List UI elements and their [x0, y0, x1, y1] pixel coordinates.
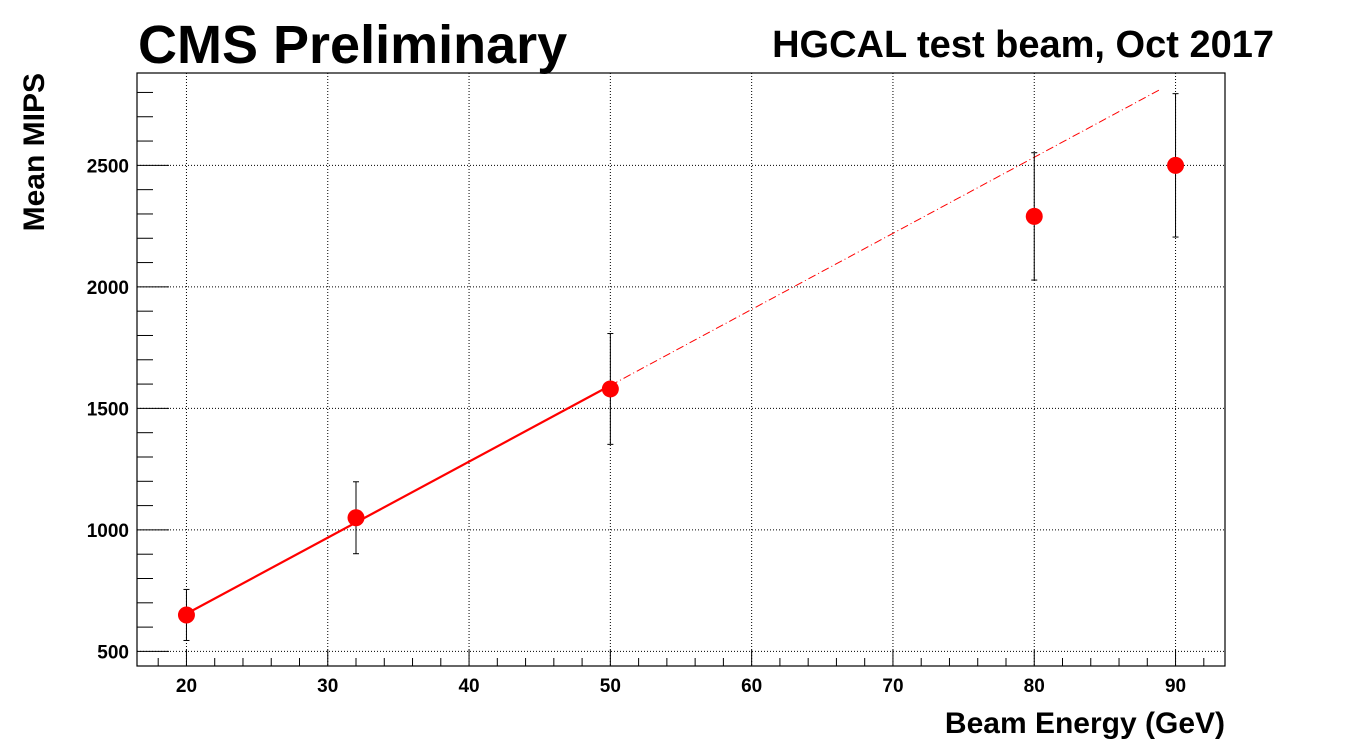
chart-title: CMS Preliminary: [138, 15, 568, 75]
fit-line-solid: [185, 384, 611, 615]
x-tick-label: 30: [317, 676, 338, 697]
data-point: [347, 509, 365, 527]
error-bars: [183, 93, 1179, 641]
y-tick-label: 500: [97, 642, 129, 663]
y-axis-label: Mean MIPS: [18, 73, 51, 231]
y-tick-label: 2500: [87, 156, 129, 177]
axes: [136, 72, 1226, 667]
y-tick-label: 1500: [87, 399, 129, 420]
x-tick-label: 80: [1024, 676, 1045, 697]
plot-frame: [136, 72, 1226, 667]
grid-lines: [137, 73, 1225, 666]
x-tick-label: 20: [176, 676, 197, 697]
tick-labels: 20 30 40 50 60 70 80 90 500 1000 1500 2000 2500: [87, 156, 1186, 697]
data-point: [601, 380, 619, 398]
chart-subtitle: HGCAL test beam, Oct 2017: [772, 24, 1274, 66]
fit-line: [185, 88, 1162, 615]
x-tick-label: 40: [458, 676, 479, 697]
x-tick-label: 50: [600, 676, 621, 697]
x-tick-label: 60: [741, 676, 762, 697]
x-tick-label: 70: [882, 676, 903, 697]
data-point: [1167, 156, 1185, 174]
data-point: [177, 606, 195, 624]
x-tick-label: 90: [1165, 676, 1186, 697]
y-tick-label: 2000: [87, 278, 129, 299]
x-axis-label: Beam Energy (GeV): [945, 707, 1225, 740]
fit-line-dashed: [610, 88, 1162, 386]
y-tick-label: 1000: [87, 521, 129, 542]
data-points: [177, 156, 1185, 624]
data-point: [1025, 207, 1043, 225]
